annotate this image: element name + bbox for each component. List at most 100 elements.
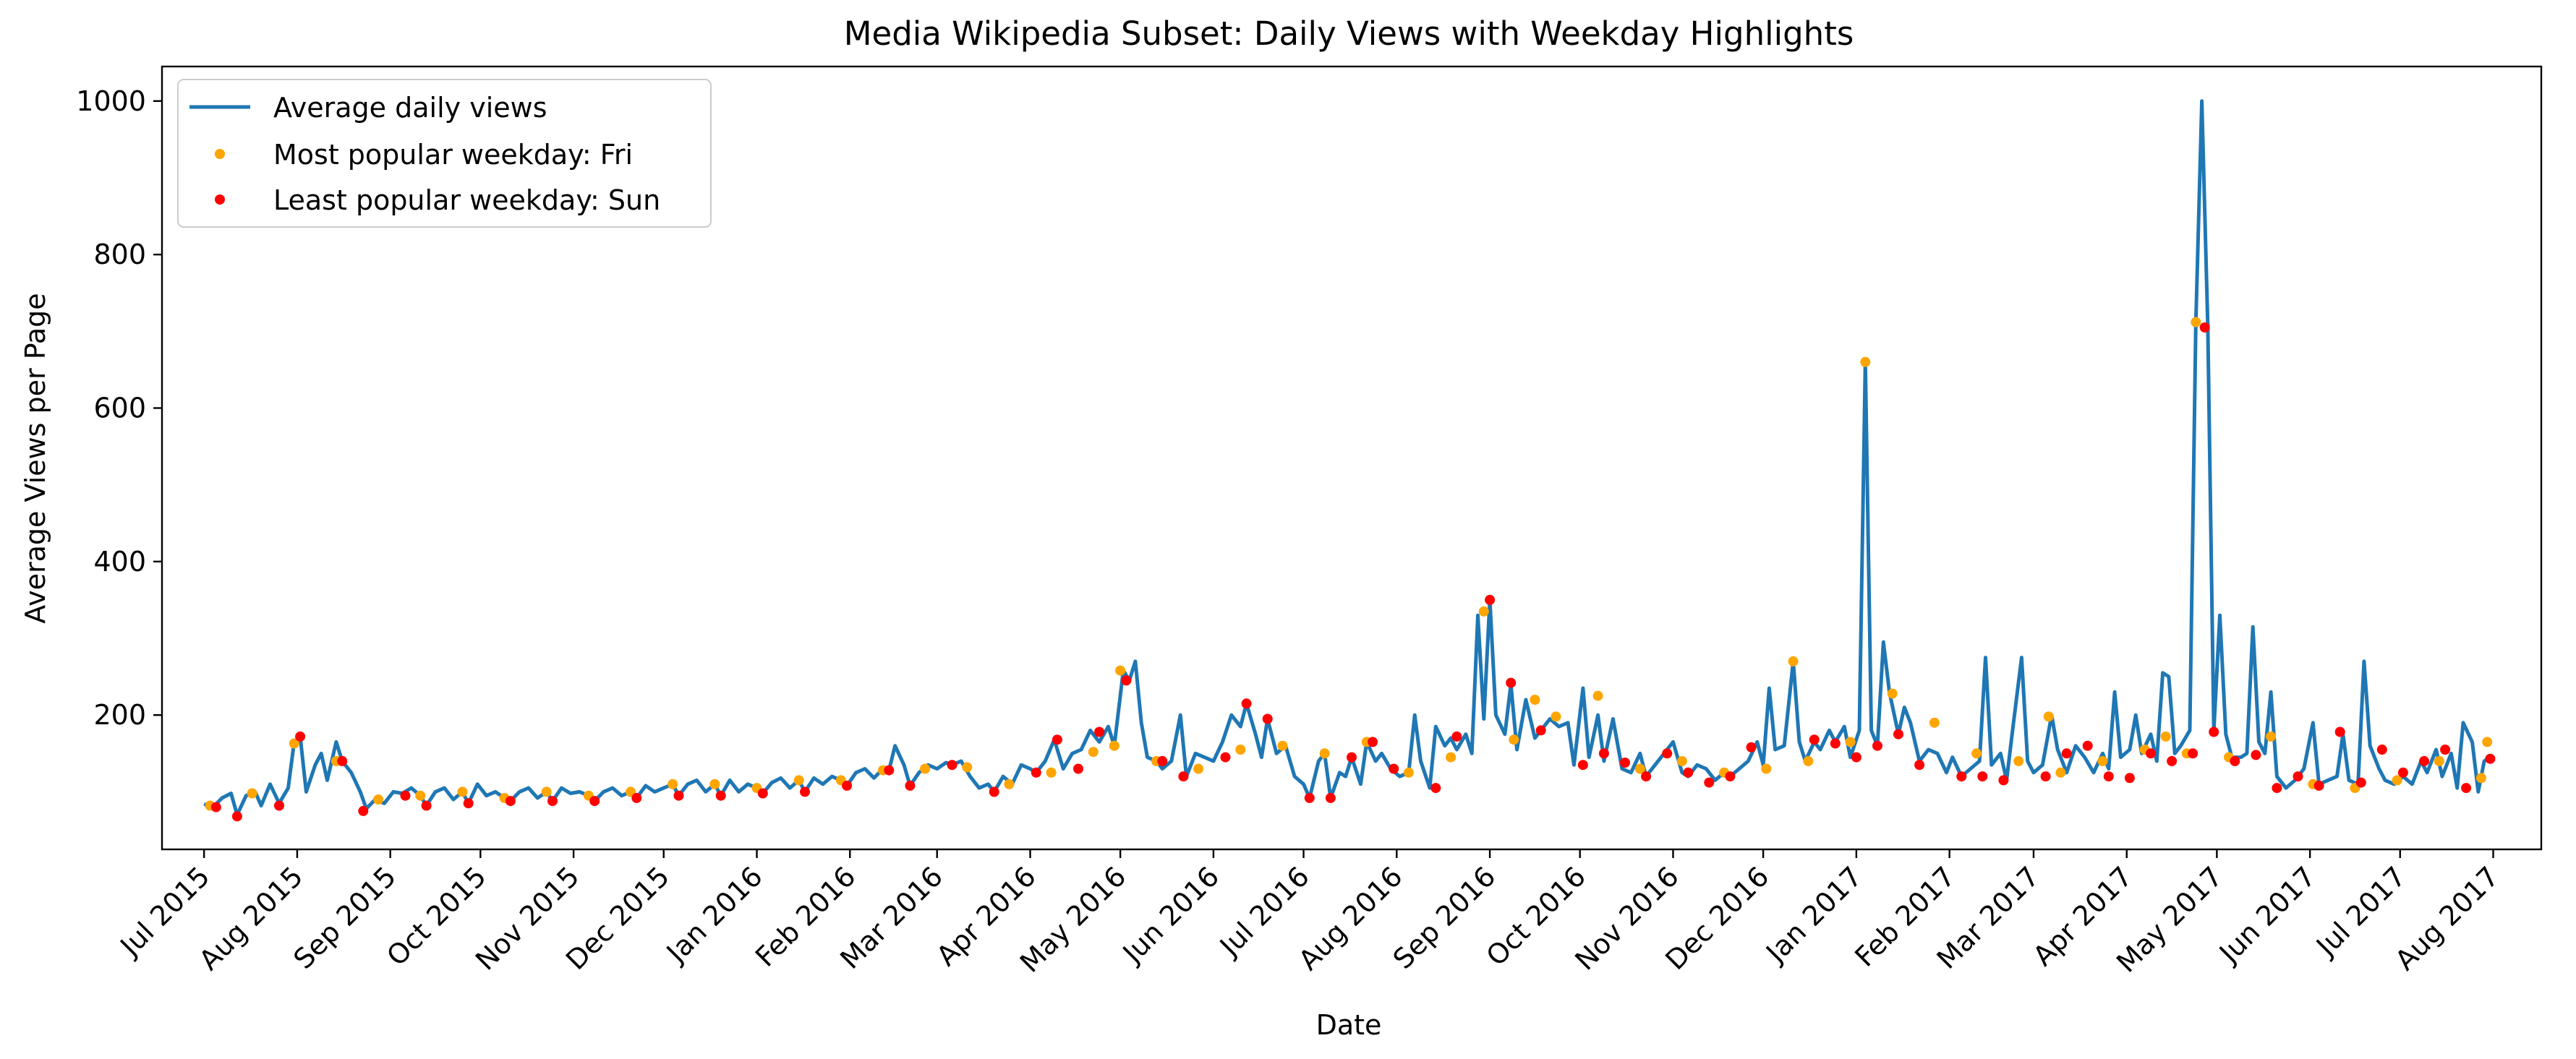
fri-point bbox=[1109, 740, 1119, 751]
fri-point bbox=[962, 762, 973, 773]
fri-point bbox=[1115, 665, 1126, 676]
sun-point bbox=[842, 780, 853, 791]
fri-point bbox=[1530, 695, 1540, 705]
fri-point bbox=[2392, 775, 2402, 786]
fri-point bbox=[1088, 747, 1099, 758]
sun-point bbox=[1304, 792, 1315, 803]
fri-point bbox=[1788, 656, 1799, 666]
sun-point bbox=[2061, 748, 2072, 759]
fri-point bbox=[1676, 755, 1687, 766]
sun-point bbox=[1368, 737, 1378, 747]
sun-point bbox=[1998, 775, 2009, 786]
y-tick-label: 600 bbox=[93, 392, 146, 424]
sun-point bbox=[2461, 783, 2472, 794]
fri-point bbox=[1446, 752, 1457, 763]
sun-point bbox=[1052, 734, 1062, 745]
sun-point bbox=[1262, 713, 1273, 724]
fri-point bbox=[1634, 763, 1645, 774]
x-axis-label: Date bbox=[1316, 1009, 1382, 1041]
sun-point bbox=[2230, 755, 2240, 766]
sun-point bbox=[2419, 755, 2429, 766]
y-axis-label: Average Views per Page bbox=[20, 293, 51, 623]
sun-point bbox=[210, 802, 221, 813]
sun-point bbox=[295, 731, 306, 742]
sun-point bbox=[1851, 752, 1861, 763]
sun-point bbox=[757, 788, 768, 799]
fri-point bbox=[2191, 317, 2201, 327]
y-tick-label: 1000 bbox=[76, 85, 146, 117]
sun-point bbox=[2209, 726, 2219, 737]
fri-point bbox=[709, 779, 720, 789]
sun-point bbox=[1241, 698, 1252, 709]
fri-point bbox=[920, 763, 931, 774]
sun-point bbox=[2167, 755, 2178, 766]
sun-point bbox=[1620, 758, 1630, 768]
sun-point bbox=[715, 790, 726, 801]
sun-point bbox=[2103, 771, 2114, 782]
fri-point bbox=[793, 775, 804, 786]
sun-point bbox=[1956, 771, 1967, 782]
sun-point bbox=[2146, 748, 2156, 759]
fri-point bbox=[2266, 731, 2277, 742]
fri-point bbox=[2434, 755, 2444, 766]
sun-point bbox=[2376, 745, 2387, 755]
sun-point bbox=[2199, 322, 2210, 333]
fri-point bbox=[1929, 717, 1940, 728]
sun-point bbox=[1121, 675, 1132, 686]
sun-point bbox=[1725, 771, 1736, 782]
fri-point bbox=[1551, 711, 1561, 722]
fri-point bbox=[457, 786, 468, 797]
sun-point bbox=[1809, 734, 1820, 745]
sun-point bbox=[1451, 731, 1462, 742]
sun-point bbox=[1641, 771, 1652, 782]
sun-point bbox=[631, 792, 642, 803]
sun-point bbox=[1325, 792, 1336, 803]
sun-point bbox=[800, 786, 810, 797]
sun-point bbox=[1073, 763, 1083, 774]
legend-box bbox=[177, 79, 712, 228]
fri-point bbox=[1887, 688, 1898, 699]
sun-point bbox=[1389, 763, 1399, 774]
fri-point bbox=[1592, 690, 1603, 701]
series-points-2 bbox=[210, 322, 2496, 822]
legend-label-fri: Most popular weekday: Fri bbox=[273, 139, 633, 171]
sun-point bbox=[1746, 742, 1757, 753]
plot-area bbox=[161, 65, 2543, 851]
sun-point bbox=[2188, 748, 2198, 759]
fri-point bbox=[247, 788, 257, 799]
chart-title: Media Wikipedia Subset: Daily Views with… bbox=[844, 14, 1854, 53]
sun-point bbox=[547, 796, 558, 807]
sun-point bbox=[421, 800, 432, 811]
sun-point bbox=[1977, 771, 1988, 782]
fri-point bbox=[1046, 767, 1057, 778]
fri-point bbox=[2055, 767, 2066, 778]
fri-point bbox=[1971, 748, 1982, 759]
sun-point bbox=[2485, 753, 2496, 764]
sun-point bbox=[673, 790, 684, 801]
axes-frame bbox=[161, 65, 2543, 851]
sun-point bbox=[2124, 773, 2135, 784]
fri-point bbox=[1277, 740, 1288, 751]
sun-point bbox=[2397, 767, 2408, 778]
sun-point bbox=[2272, 783, 2282, 794]
fri-point bbox=[1478, 606, 1489, 617]
sun-point bbox=[1704, 777, 1715, 788]
sun-point bbox=[1577, 760, 1588, 771]
sun-point bbox=[589, 796, 600, 807]
sun-point bbox=[2040, 771, 2051, 782]
sun-point bbox=[274, 800, 284, 811]
fri-point bbox=[2097, 755, 2108, 766]
sun-point bbox=[231, 811, 242, 822]
sun-point bbox=[2251, 750, 2261, 760]
fri-point bbox=[2482, 737, 2493, 747]
fri-point bbox=[1845, 737, 1856, 747]
y-tick-label: 400 bbox=[93, 546, 146, 578]
sun-point bbox=[1830, 738, 1841, 749]
sun-point bbox=[1485, 594, 1496, 605]
sun-point bbox=[337, 755, 348, 766]
sun-point bbox=[2313, 780, 2324, 791]
series-layer bbox=[203, 99, 2496, 822]
sun-point bbox=[400, 790, 411, 801]
sun-point bbox=[1178, 771, 1189, 782]
